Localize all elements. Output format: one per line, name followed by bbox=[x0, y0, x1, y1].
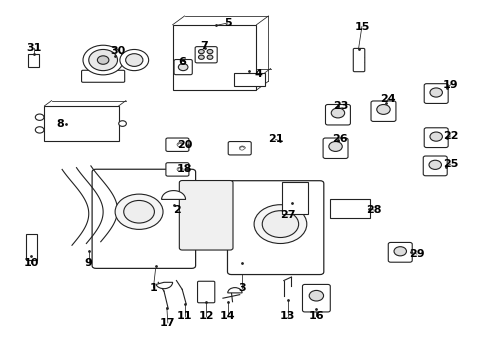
Text: 2: 2 bbox=[173, 205, 181, 215]
Circle shape bbox=[328, 141, 342, 152]
Text: 22: 22 bbox=[442, 131, 457, 141]
Circle shape bbox=[428, 160, 441, 170]
Circle shape bbox=[35, 114, 44, 120]
Circle shape bbox=[120, 49, 148, 71]
Circle shape bbox=[119, 121, 126, 126]
Circle shape bbox=[198, 55, 204, 59]
FancyBboxPatch shape bbox=[424, 128, 447, 148]
FancyBboxPatch shape bbox=[92, 169, 195, 268]
Text: 19: 19 bbox=[442, 80, 457, 90]
Text: 24: 24 bbox=[380, 94, 395, 104]
Text: 10: 10 bbox=[23, 258, 39, 268]
Text: 29: 29 bbox=[408, 249, 424, 259]
Circle shape bbox=[178, 64, 187, 71]
Text: 28: 28 bbox=[366, 205, 381, 215]
Text: 23: 23 bbox=[332, 101, 347, 111]
Text: 14: 14 bbox=[220, 311, 235, 321]
Circle shape bbox=[429, 88, 442, 97]
Circle shape bbox=[207, 55, 212, 59]
Circle shape bbox=[207, 49, 212, 54]
Circle shape bbox=[123, 201, 154, 223]
Wedge shape bbox=[227, 288, 242, 293]
Text: 31: 31 bbox=[26, 43, 41, 53]
Text: 4: 4 bbox=[254, 69, 262, 79]
Circle shape bbox=[198, 49, 204, 54]
Text: 16: 16 bbox=[308, 311, 324, 321]
Text: 17: 17 bbox=[160, 318, 175, 328]
FancyBboxPatch shape bbox=[227, 181, 323, 275]
Bar bbox=[329, 198, 369, 218]
Bar bbox=[233, 73, 264, 86]
Circle shape bbox=[97, 56, 109, 64]
Circle shape bbox=[35, 127, 44, 133]
Text: 12: 12 bbox=[198, 311, 213, 321]
Bar bbox=[26, 234, 37, 260]
Circle shape bbox=[429, 132, 442, 141]
Text: 5: 5 bbox=[224, 18, 231, 28]
Bar bbox=[28, 54, 39, 67]
FancyBboxPatch shape bbox=[323, 138, 347, 158]
Circle shape bbox=[89, 49, 117, 71]
FancyBboxPatch shape bbox=[387, 242, 411, 262]
FancyBboxPatch shape bbox=[370, 101, 395, 121]
Text: 7: 7 bbox=[200, 41, 207, 51]
Wedge shape bbox=[156, 282, 172, 289]
Polygon shape bbox=[161, 190, 185, 199]
Circle shape bbox=[125, 54, 142, 66]
Text: 15: 15 bbox=[353, 22, 369, 32]
FancyBboxPatch shape bbox=[174, 59, 192, 75]
FancyBboxPatch shape bbox=[352, 48, 364, 72]
Circle shape bbox=[330, 108, 344, 118]
Text: 21: 21 bbox=[267, 134, 283, 144]
FancyBboxPatch shape bbox=[179, 180, 232, 250]
Text: 1: 1 bbox=[149, 283, 157, 293]
Text: 26: 26 bbox=[332, 134, 347, 144]
Circle shape bbox=[393, 247, 406, 256]
Circle shape bbox=[376, 104, 389, 114]
Text: 30: 30 bbox=[110, 46, 125, 56]
FancyBboxPatch shape bbox=[197, 281, 214, 303]
FancyBboxPatch shape bbox=[165, 163, 188, 176]
Text: 27: 27 bbox=[279, 210, 295, 220]
Text: 11: 11 bbox=[177, 311, 192, 321]
Circle shape bbox=[254, 205, 306, 243]
Text: 25: 25 bbox=[442, 159, 457, 169]
FancyBboxPatch shape bbox=[81, 70, 124, 82]
Bar bbox=[172, 25, 256, 90]
Circle shape bbox=[308, 291, 323, 301]
FancyBboxPatch shape bbox=[165, 138, 188, 152]
FancyBboxPatch shape bbox=[424, 84, 447, 103]
Bar bbox=[281, 182, 307, 213]
FancyBboxPatch shape bbox=[228, 141, 251, 155]
Text: 6: 6 bbox=[178, 57, 186, 67]
Bar bbox=[44, 106, 119, 141]
FancyBboxPatch shape bbox=[325, 104, 350, 125]
FancyBboxPatch shape bbox=[302, 284, 329, 312]
Circle shape bbox=[262, 211, 298, 238]
Text: 8: 8 bbox=[56, 118, 64, 129]
Text: 18: 18 bbox=[177, 165, 192, 174]
Text: 20: 20 bbox=[177, 140, 192, 150]
FancyBboxPatch shape bbox=[423, 156, 447, 176]
Text: 9: 9 bbox=[84, 258, 93, 268]
Text: 3: 3 bbox=[238, 283, 245, 293]
FancyBboxPatch shape bbox=[195, 47, 217, 63]
Circle shape bbox=[115, 194, 163, 229]
Circle shape bbox=[83, 45, 123, 75]
Text: 13: 13 bbox=[279, 311, 295, 321]
